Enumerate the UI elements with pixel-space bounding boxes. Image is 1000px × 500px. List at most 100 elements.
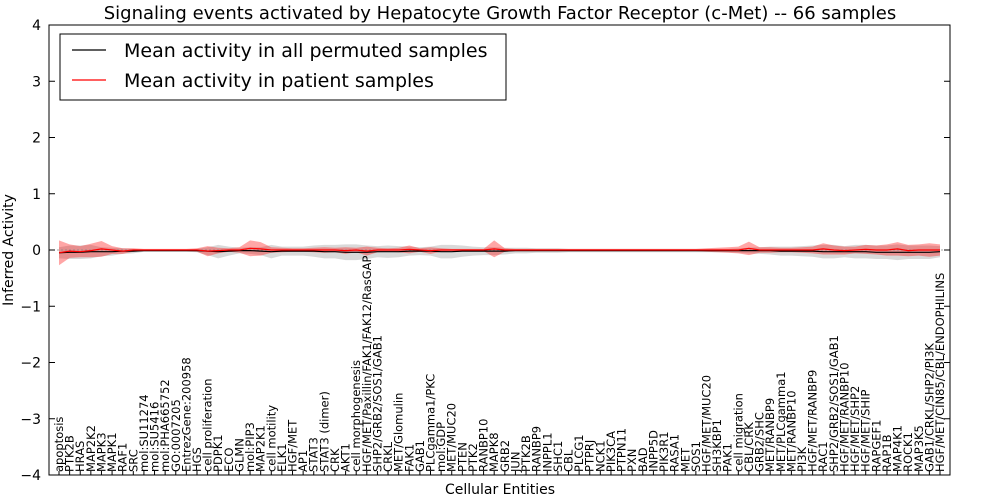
x-tick-label: mol:SU5416 <box>148 402 162 472</box>
x-tick-label: RASA1 <box>668 434 682 472</box>
x-tick-label: JUN <box>508 452 522 473</box>
x-tick-label: MAPK1 <box>105 432 119 472</box>
x-tick-label: HRAS <box>73 441 87 472</box>
x-tick-label: MAP2K2 <box>84 425 98 472</box>
y-tick-label: −2 <box>20 356 41 372</box>
x-tick-label: HGF/MET/MUC20 <box>700 375 714 472</box>
x-tick-label: INPPL1 <box>540 432 554 472</box>
x-tick-label: PLCG1 <box>572 434 586 472</box>
x-tick-label: AKT1 <box>339 443 353 472</box>
patient-mean-line <box>58 247 940 254</box>
y-tick-label: −1 <box>20 299 41 315</box>
x-tick-label: PTK2 <box>466 443 480 472</box>
x-tick-label: HGF/MET/RANBP10 <box>838 362 852 472</box>
legend-label-patient: Mean activity in patient samples <box>124 70 434 92</box>
x-tick-label: PTK2B <box>63 435 77 472</box>
x-tick-label: MET/Glomulin <box>392 393 406 472</box>
x-tick-label: INPP5D <box>646 430 660 472</box>
legend-box <box>59 33 507 101</box>
x-tick-label: PTPRJ <box>583 440 597 472</box>
y-tick-label: −4 <box>20 468 41 484</box>
x-tick-label: STAT3 (dimer) <box>317 391 331 472</box>
x-tick-label: MET/RANBP9 <box>763 398 777 472</box>
y-tick-label: 2 <box>32 131 41 147</box>
x-tick-label: RAC1 <box>816 441 830 472</box>
y-axis: −4 −3 −2 −1 0 1 2 3 4 <box>20 18 950 484</box>
x-tick-label: GRB2/SHC <box>753 412 767 472</box>
x-tick-label: MAP2K1 <box>254 425 268 472</box>
x-tick-label: AP1 <box>296 450 310 472</box>
x-tick-label: HGS <box>190 447 204 472</box>
x-tick-label: mol:PHA665752 <box>158 379 172 472</box>
x-tick-label: MAPK8 <box>487 432 501 472</box>
x-tick-label: SH3KBP1 <box>710 419 724 472</box>
x-tick-label: MAP3K5 <box>912 425 926 472</box>
x-tick-label: NCK1 <box>593 440 607 472</box>
x-tick-label: SOS1 <box>689 441 703 472</box>
x-tick-label: HGF/MET/SHP2 <box>848 386 862 472</box>
x-tick-label: PLCgamma1/PKC <box>424 374 438 472</box>
x-axis-label: Cellular Entities <box>445 482 555 498</box>
x-tick-label: mol:GDP <box>434 422 448 472</box>
legend: Mean activity in all permuted samples Me… <box>59 33 507 101</box>
x-tick-label: ROCK1 <box>901 432 915 472</box>
x-tick-label: PAK1 <box>721 443 735 472</box>
x-tick-label: PI3K <box>795 446 809 472</box>
x-tick-label: SHC1 <box>551 441 565 472</box>
x-tick-label: PTK2B <box>519 435 533 472</box>
y-axis-label: Inferred Activity <box>1 194 17 306</box>
x-tick-label: PIK3CA <box>604 431 618 472</box>
x-tick-label: RAF1 <box>116 443 130 472</box>
y-tick-label: 3 <box>32 74 41 90</box>
x-tick-label: HGF/MET/RANBP9 <box>806 370 820 472</box>
x-tick-label: PTPN11 <box>615 428 629 472</box>
x-tick-label: SHP2/GRB2/SOS1/GAB1 <box>827 335 841 472</box>
x-tick-label: cell proliferation <box>201 378 215 472</box>
x-tick-label: CRKL <box>381 441 395 472</box>
x-tick-label: CRK <box>328 448 342 472</box>
x-tick-label: GO:0007205 <box>169 399 183 472</box>
x-tick-label: ECO <box>222 448 236 472</box>
x-tick-label: PDPK1 <box>211 434 225 472</box>
x-tick-label: GAB1 <box>413 440 427 472</box>
x-tick-label: SRC <box>126 449 140 472</box>
x-tick-label: MET/RANBP10 <box>784 390 798 472</box>
x-tick-label: RAPGEF1 <box>869 420 883 472</box>
x-tick-label: mol:SU11274 <box>137 394 151 472</box>
x-tick-label: GLMN <box>232 438 246 472</box>
plot-frame <box>48 24 951 476</box>
x-tick-label: ELK1 <box>275 443 289 472</box>
x-tick-label: cell morphogenesis <box>349 360 363 472</box>
x-tick-label: HGF/MET <box>286 419 300 472</box>
x-tick-label: HGF/MET/Paxillin/FAK1/FAK12/RasGAP <box>360 255 374 472</box>
x-tick-label: MET <box>678 447 692 472</box>
x-tick-label: PIK3R1 <box>657 431 671 472</box>
x-tick-label: FAK1 <box>402 444 416 472</box>
chart-title: Signaling events activated by Hepatocyte… <box>104 3 897 24</box>
x-tick-label: CBL <box>562 449 576 472</box>
x-axis: apoptosisPTK2BHRASMAP2K2MAPK3MAPK1RAF1SR… <box>52 255 947 475</box>
confidence-bands <box>59 240 940 266</box>
x-tick-label: EntrezGene:200958 <box>179 357 193 472</box>
x-tick-label: MAP4K1 <box>891 425 905 472</box>
x-tick-label: SHP2/GRB2/SOS1/GAB1 <box>370 335 384 472</box>
x-tick-label: apoptosis <box>52 417 66 472</box>
x-tick-label: RANBP9 <box>530 426 544 472</box>
y-tick-label: 1 <box>32 187 41 203</box>
x-tick-label: PTEN <box>455 442 469 472</box>
series-lines <box>58 247 941 254</box>
x-tick-label: RANBP10 <box>477 419 491 472</box>
x-tick-label: HGF/MET/SHIP <box>859 390 873 472</box>
permuted-spread-band <box>59 244 940 261</box>
x-tick-label: cell migration <box>731 393 745 472</box>
patient-spread-band <box>59 240 940 266</box>
y-tick-label: 0 <box>32 243 41 259</box>
x-tick-label: RAP1B <box>880 434 894 472</box>
x-tick-label: GAB1/CRKL/SHP2/PI3K <box>922 343 936 472</box>
x-tick-label: MAPK3 <box>95 432 109 472</box>
x-tick-label: MET/MUC20 <box>445 403 459 472</box>
x-tick-label: STAT3 <box>307 437 321 472</box>
x-tick-label: HGF/MET/CIN85/CBL/ENDOPHILINS <box>933 273 947 472</box>
x-tick-label: BAD <box>636 447 650 472</box>
